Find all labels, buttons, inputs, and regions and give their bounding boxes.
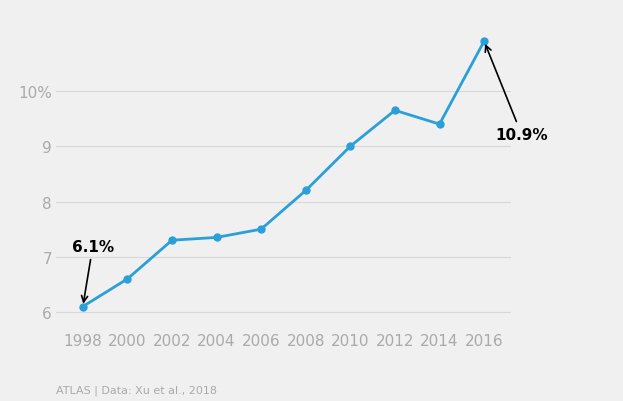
Text: 10.9%: 10.9% [485, 47, 548, 142]
Text: 6.1%: 6.1% [72, 239, 114, 302]
Text: ATLAS | Data: Xu et al., 2018: ATLAS | Data: Xu et al., 2018 [56, 385, 217, 395]
